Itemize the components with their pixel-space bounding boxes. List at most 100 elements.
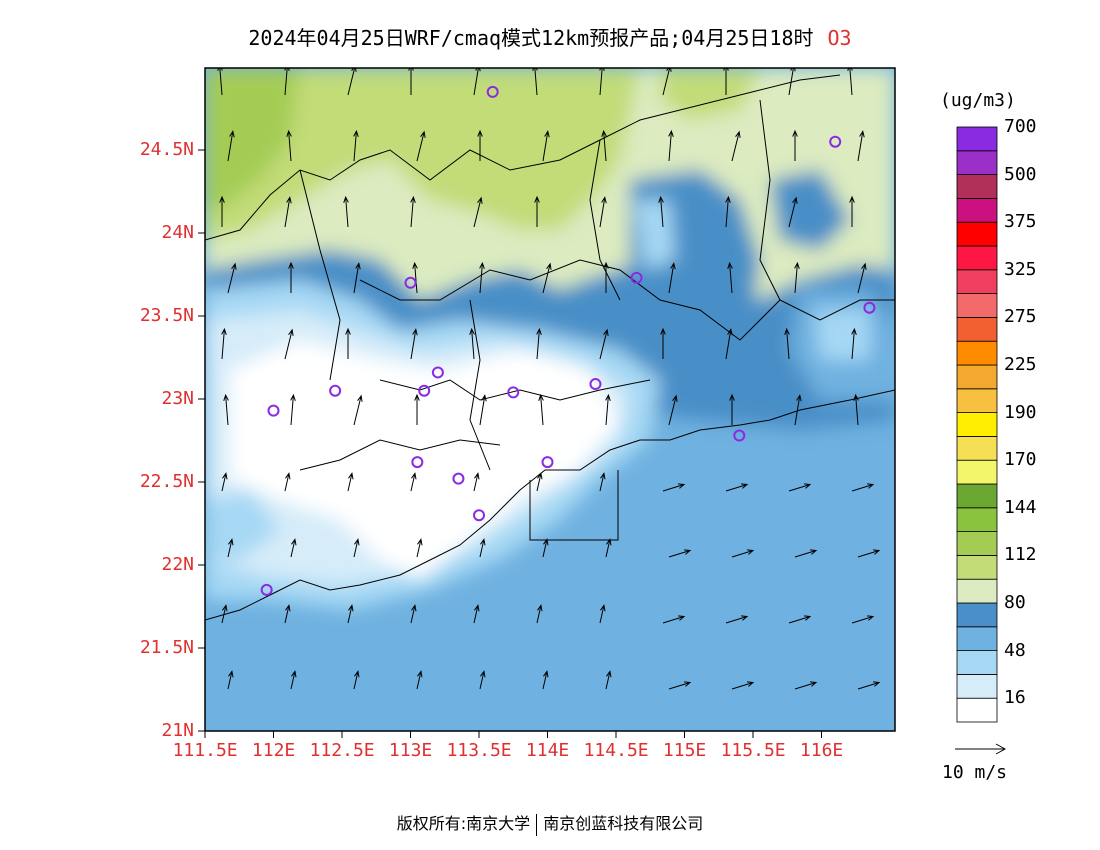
wind-arrow (542, 670, 549, 690)
station-marker (507, 386, 520, 399)
colorbar (956, 126, 998, 723)
wind-arrow (849, 195, 855, 228)
lat-label: 21N (161, 720, 194, 741)
wind-arrow (416, 670, 423, 690)
wind-arrow (784, 327, 790, 360)
wind-arrow (857, 130, 865, 162)
wind-arrow (479, 538, 486, 558)
wind-arrow (599, 196, 607, 228)
lat-label: 22N (161, 554, 194, 575)
wind-arrow (227, 130, 235, 162)
wind-arrow (794, 394, 802, 426)
wind-arrow (219, 195, 225, 228)
colorbar-label: 700 (1004, 116, 1037, 137)
colorbar-bin (956, 650, 998, 675)
colorbar-label: 500 (1004, 163, 1037, 185)
wind-arrow (857, 549, 881, 558)
colorbar-label: 375 (1004, 211, 1037, 233)
lat-label: 22.5N (139, 471, 194, 492)
wind-arrow (473, 604, 480, 624)
wind-arrow (857, 262, 867, 294)
wind-arrow (542, 538, 549, 558)
wind-arrow (603, 261, 609, 294)
wind-arrow (284, 196, 292, 228)
wind-arrow (794, 549, 818, 558)
colorbar-label: 80 (1004, 592, 1026, 613)
lon-label: 111.5E (172, 740, 238, 761)
wind-arrow (290, 538, 297, 558)
colorbar-bin (956, 674, 998, 699)
station-marker (733, 429, 746, 442)
station-marker (473, 509, 485, 522)
wind-arrow (725, 328, 733, 360)
wind-arrow (729, 393, 735, 426)
wind-arrow (479, 261, 485, 294)
wind-arrow (725, 195, 731, 228)
station-marker (589, 378, 602, 391)
wind-arrow (288, 261, 294, 294)
wind-arrow (284, 604, 291, 624)
station-marker (260, 583, 273, 596)
wind-arrow (727, 261, 733, 294)
wind-arrow (416, 130, 426, 162)
colorbar-label: 190 (1004, 401, 1037, 423)
wind-arrow (284, 328, 294, 360)
lon-label: 112.5E (309, 740, 375, 761)
colorbar-bin (956, 555, 998, 580)
wind-arrow (353, 538, 360, 558)
wind-arrow (353, 262, 361, 294)
wind-arrow (410, 195, 416, 228)
wind-arrow (536, 472, 543, 492)
wind-arrow (725, 483, 749, 492)
colorbar-bin (956, 578, 998, 604)
wind-arrow (479, 394, 487, 426)
colorbar-bin (956, 459, 998, 485)
wind-arrow (473, 68, 481, 96)
wind-arrow (221, 604, 228, 624)
colorbar-label: 325 (1004, 258, 1037, 280)
wind-arrow (542, 130, 550, 162)
wind-arrow (347, 68, 357, 96)
wind-arrow (605, 393, 611, 426)
wind-arrow (605, 670, 612, 690)
station-marker (329, 384, 342, 397)
lon-label: 115.5E (720, 740, 786, 761)
wind-arrow (668, 681, 692, 690)
colorbar-label: 170 (1004, 449, 1037, 471)
wind-arrow (788, 196, 798, 228)
colorbar-label: 144 (1004, 496, 1037, 518)
wind-arrow (853, 393, 859, 426)
wind-arrow (662, 68, 672, 96)
wind-arrow (788, 483, 812, 492)
wind-arrow (599, 604, 606, 624)
colorbar-bin (956, 697, 998, 723)
lon-label: 113.5E (446, 740, 512, 761)
colorbar-bin (956, 340, 998, 366)
station-marker (863, 301, 876, 314)
wind-arrow (469, 327, 475, 360)
lat-label: 23.5N (139, 305, 194, 326)
wind-arrow (223, 393, 229, 426)
station-marker (418, 384, 431, 397)
colorbar-bin (956, 507, 998, 532)
colorbar-bin (956, 197, 998, 223)
colorbar-label: 225 (1004, 354, 1037, 375)
wind-arrow (410, 472, 417, 492)
wind-vectors (217, 68, 881, 690)
wind-arrow (731, 681, 755, 690)
wind-arrow (668, 394, 678, 426)
station-marker (630, 271, 643, 284)
footer-left: 版权所有:南京大学 (396, 814, 531, 833)
wind-reference-label: 10 m/s (942, 762, 1008, 783)
colorbar-bin (956, 245, 998, 271)
wind-arrow (284, 472, 291, 492)
wind-arrow (857, 681, 881, 690)
lat-label: 24N (161, 222, 194, 243)
colorbar-bin (956, 626, 998, 651)
wind-arrow (601, 129, 607, 162)
wind-arrow (536, 327, 542, 360)
station-marker (829, 135, 842, 148)
wind-arrow (792, 129, 798, 162)
lon-label: 114E (525, 740, 570, 761)
station-marker (404, 276, 417, 289)
